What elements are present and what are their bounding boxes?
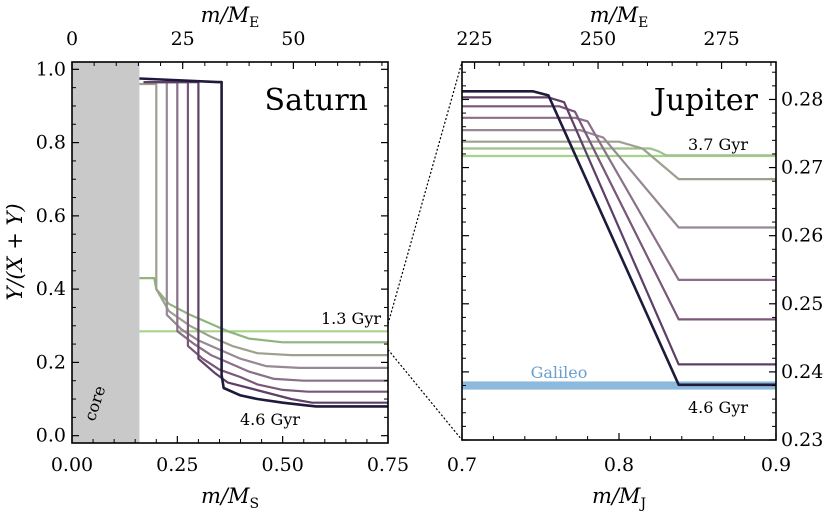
jupiter-y-tick-label: 0.23 (781, 429, 823, 451)
jupiter-top-tick-label: 250 (580, 28, 616, 50)
saturn-ticks: 0.00 0.25 0.50 0.75 0.0 0.2 0.4 0.6 0.8 1.00 25 50 (36, 28, 409, 476)
saturn-y-tick-label: 0.4 (36, 278, 66, 300)
saturn-panel: core 0.00 0.25 0.50 0.750.00.20.40.60.81.00… (3, 3, 409, 512)
saturn-x-tick-label: 0.00 (51, 454, 93, 476)
jupiter-y-tick-label: 0.26 (781, 225, 823, 247)
jupiter-y-tick-label: 0.27 (781, 157, 823, 179)
saturn-series-group (139, 77, 388, 408)
saturn-y-axis-label: Y/(X + Y) (3, 203, 27, 300)
saturn-y-tick-label: 0.0 (36, 425, 66, 447)
saturn-x-axis-label: m/MS (201, 484, 259, 512)
saturn-series-line-7 (139, 77, 388, 408)
jupiter-y-tick-label: 0.28 (781, 88, 823, 110)
jupiter-series-line-4 (462, 116, 776, 281)
jupiter-top-axis-label: m/ME (590, 3, 649, 31)
jupiter-axes-frame (461, 61, 777, 441)
saturn-axes-frame (71, 61, 389, 444)
jupiter-annotation-late: 4.6 Gyr (688, 398, 748, 417)
saturn-series-line-4 (143, 80, 388, 382)
saturn-x-tick-label: 0.75 (367, 454, 409, 476)
jupiter-series-line-3 (462, 129, 776, 229)
galileo-band (462, 381, 776, 390)
saturn-annotation-early: 1.3 Gyr (321, 309, 381, 328)
saturn-series-line-3 (143, 80, 388, 369)
jupiter-series-line-7 (462, 90, 776, 387)
saturn-top-tick-label: 0 (66, 28, 78, 50)
saturn-y-tick-label: 0.8 (36, 132, 66, 154)
zoom-connector-bottom (387, 349, 463, 441)
jupiter-ticks: 0.7 0.8 0.9 0.23 0.24 0.25 0.26 0.27 0.28 225 250 2… (447, 28, 823, 476)
core-region (72, 62, 140, 443)
saturn-top-tick-label: 25 (171, 28, 195, 50)
jupiter-y-tick-label: 0.25 (781, 293, 823, 315)
jupiter-x-tick-label: 0.9 (761, 454, 791, 476)
jupiter-top-tick-label: 225 (456, 28, 492, 50)
zoom-connector-top (387, 61, 463, 325)
jupiter-x-tick-label: 0.8 (604, 454, 634, 476)
saturn-series-line-2 (139, 82, 388, 357)
jupiter-series-group (462, 90, 776, 387)
saturn-x-tick-label: 0.50 (262, 454, 304, 476)
saturn-series-line-5 (143, 80, 388, 393)
saturn-title: Saturn (265, 83, 368, 118)
jupiter-y-tick-label: 0.24 (781, 361, 823, 383)
saturn-y-tick-label: 1.0 (36, 58, 66, 80)
jupiter-series-line-2 (462, 140, 776, 181)
jupiter-title: Jupiter (651, 83, 759, 118)
jupiter-x-tick-label: 0.7 (447, 454, 477, 476)
jupiter-panel: 0.7 0.8 0.9 0.23 0.24 0.25 0.26 0.27 0.28 225 250 2… (447, 3, 823, 512)
jupiter-annotation-early: 3.7 Gyr (688, 135, 748, 154)
jupiter-series-line-6 (462, 96, 776, 366)
saturn-series-line-6 (143, 80, 388, 404)
saturn-x-tick-label: 0.25 (156, 454, 198, 476)
saturn-top-tick-label: 50 (281, 28, 305, 50)
jupiter-series-line-5 (462, 105, 776, 321)
saturn-annotation-late: 4.6 Gyr (240, 410, 300, 429)
jupiter-x-axis-label: m/MJ (592, 484, 646, 512)
saturn-y-tick-label: 0.6 (36, 205, 66, 227)
galileo-label: Galileo (531, 363, 588, 382)
saturn-y-tick-label: 0.2 (36, 351, 66, 373)
jupiter-top-tick-label: 275 (703, 28, 739, 50)
saturn-top-axis-label: m/ME (201, 3, 260, 31)
jupiter-series-line-1 (462, 147, 776, 157)
